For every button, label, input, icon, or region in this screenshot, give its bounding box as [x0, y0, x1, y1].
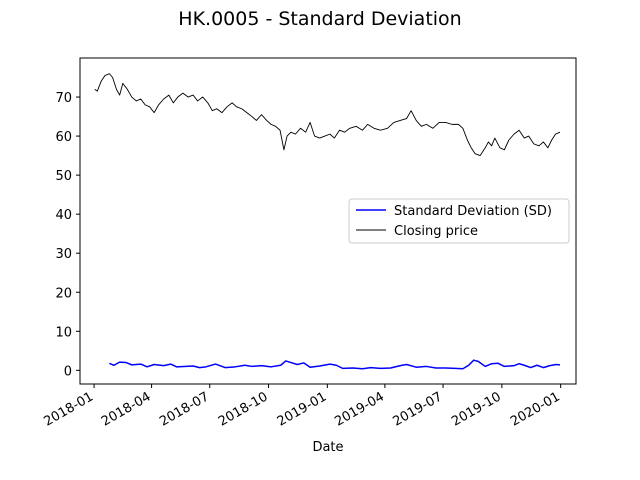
y-tick-label: 0 — [64, 364, 72, 379]
x-tick-label: 2020-01 — [508, 389, 563, 429]
y-axis: 0 10 20 30 40 50 60 70 — [55, 91, 80, 379]
x-tick-label: 2018-04 — [99, 389, 154, 429]
legend-label-closing: Closing price — [394, 224, 478, 239]
x-axis: 2018-01 2018-04 2018-07 2018-10 2019-01 2019-… — [42, 384, 563, 430]
sd-series-line — [109, 359, 561, 370]
x-axis-label: Date — [312, 440, 343, 455]
y-tick-label: 20 — [55, 286, 72, 301]
x-tick-label: 2018-07 — [157, 389, 212, 429]
legend-box — [348, 198, 570, 244]
x-tick-label: 2019-10 — [449, 389, 504, 429]
y-tick-label: 60 — [55, 130, 72, 145]
x-tick-label: 2018-10 — [216, 389, 271, 429]
closing-price-line — [94, 73, 561, 157]
legend: Standard Deviation (SD) Closing price — [348, 198, 570, 244]
y-tick-label: 50 — [55, 169, 72, 184]
y-tick-label: 40 — [55, 208, 72, 223]
legend-label-sd: Standard Deviation (SD) — [394, 204, 552, 219]
y-tick-label: 70 — [55, 91, 72, 106]
y-tick-label: 10 — [55, 325, 72, 340]
series-layer — [94, 73, 561, 370]
x-tick-label: 2019-07 — [391, 389, 446, 429]
chart-title: HK.0005 - Standard Deviation — [178, 8, 461, 30]
x-tick-label: 2019-01 — [275, 389, 330, 429]
y-tick-label: 30 — [55, 247, 72, 262]
x-tick-label: 2019-04 — [332, 389, 387, 429]
x-tick-label: 2018-01 — [42, 389, 97, 429]
plot-frame — [79, 57, 577, 385]
